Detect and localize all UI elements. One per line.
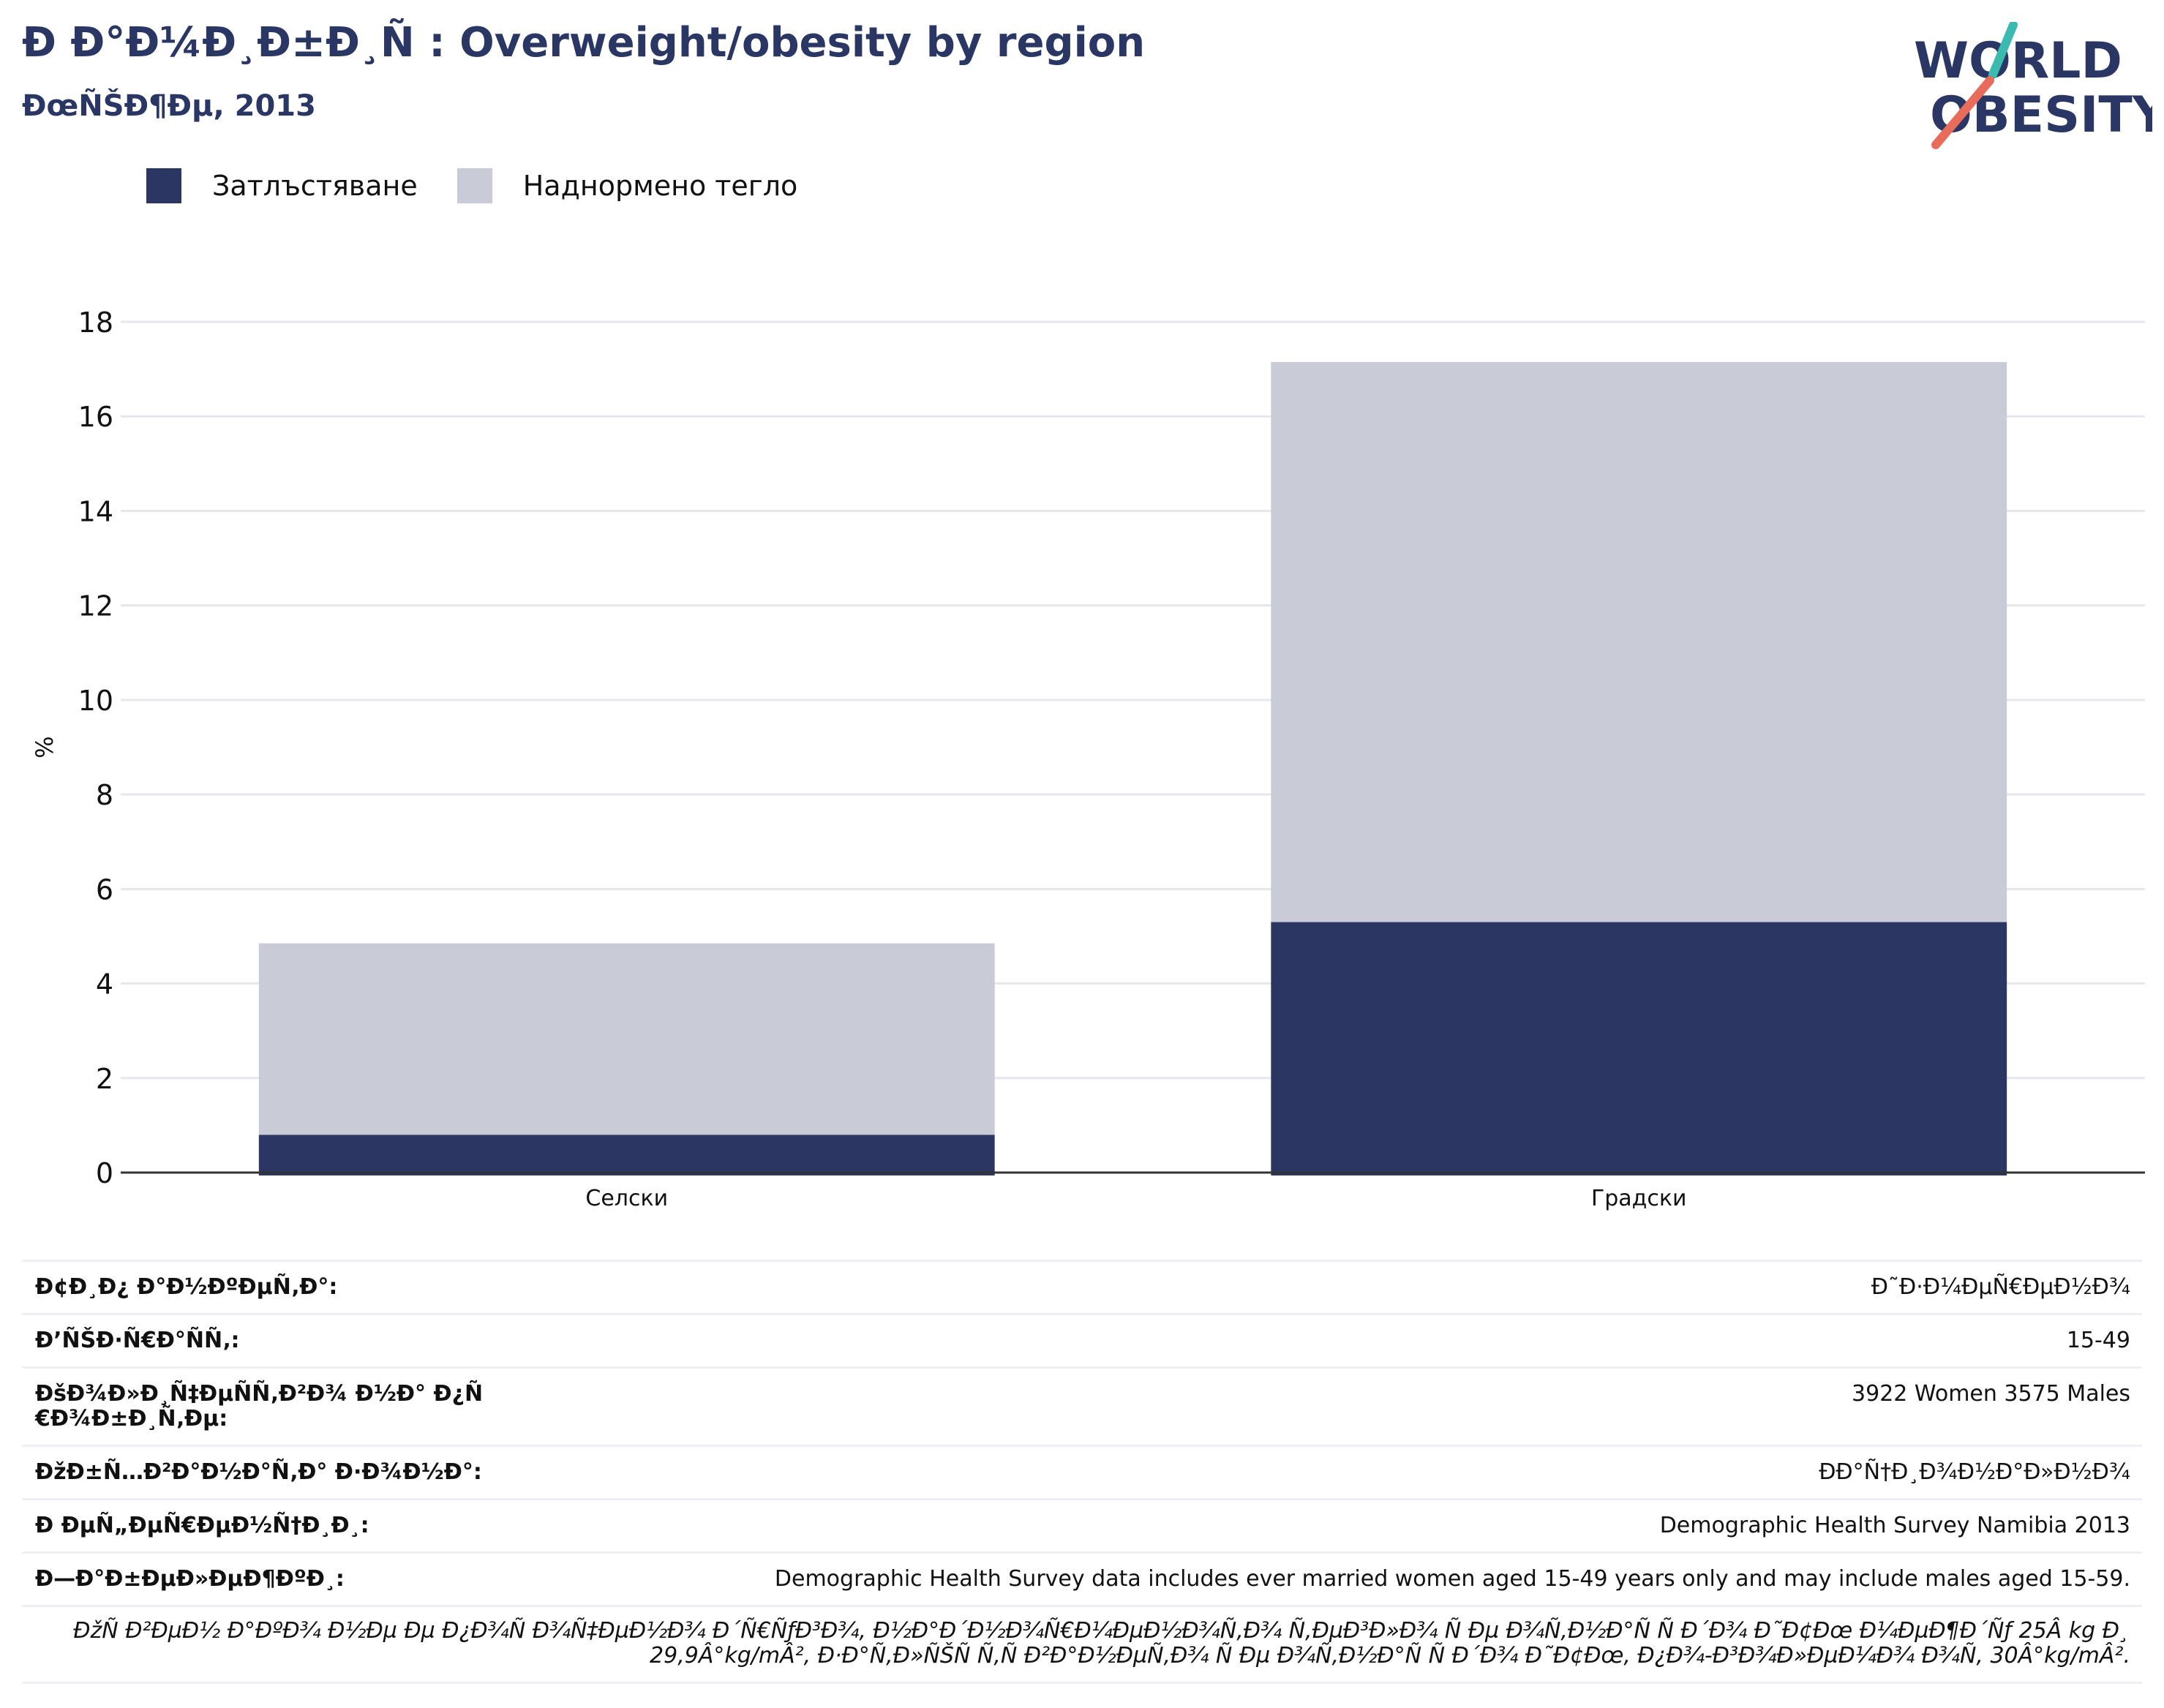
y-tick-label: 14	[78, 495, 113, 527]
meta-label: Ð¢Ð¸Ð¿ Ð°Ð½ÐºÐµÑ‚Ð°:	[35, 1274, 338, 1300]
legend-item-overweight[interactable]: Наднормено тегло	[457, 168, 798, 203]
legend-label-obesity: Затлъстяване	[212, 170, 418, 202]
meta-row-notes: Ð—Ð°Ð±ÐµÐ»ÐµÐ¶ÐºÐ¸: Demographic Health S…	[22, 1554, 2142, 1607]
meta-label: Ð—Ð°Ð±ÐµÐ»ÐµÐ¶ÐºÐ¸:	[35, 1566, 345, 1592]
y-tick-label: 12	[78, 590, 113, 622]
meta-row-age: Ð’ÑŠÐ·Ñ€Ð°ÑÑ‚: 15-49	[22, 1315, 2142, 1369]
legend-label-overweight: Наднормено тегло	[522, 170, 798, 202]
y-tick-label: 8	[96, 779, 113, 811]
chart-subtitle: ÐœÑŠÐ¶Ðµ, 2013	[22, 89, 316, 123]
survey-details-table: Ð¢Ð¸Ð¿ Ð°Ð½ÐºÐµÑ‚Ð°: Ð˜Ð·Ð¼ÐµÑ€ÐµÐ½Ð¾ Ð’…	[22, 1260, 2142, 1684]
y-tick-label: 2	[96, 1063, 113, 1095]
legend-swatch-overweight	[457, 168, 492, 203]
meta-value: 15-49	[2066, 1328, 2130, 1353]
legend-swatch-obesity	[146, 168, 181, 203]
y-tick-label: 10	[78, 685, 113, 717]
meta-row-sample-size: ÐšÐ¾Ð»Ð¸Ñ‡ÐµÑÑ‚Ð²Ð¾ Ð½Ð° Ð¿Ñ€Ð¾Ð±Ð¸Ñ‚Ðµ:…	[22, 1369, 2142, 1447]
x-tick-label: Градски	[1591, 1186, 1687, 1211]
meta-row-references: Ð ÐµÑ„ÐµÑ€ÐµÐ½Ñ†Ð¸Ð¸: Demographic Health…	[22, 1500, 2142, 1554]
chart-title: Ð Ð°Ð¼Ð¸Ð±Ð¸Ñ : Overweight/obesity by re…	[22, 19, 1146, 67]
meta-label: Ð ÐµÑ„ÐµÑ€ÐµÐ½Ñ†Ð¸Ð¸:	[35, 1513, 369, 1538]
meta-row-coverage-area: ÐžÐ±Ñ…Ð²Ð°Ð½Ð°Ñ‚Ð° Ð·Ð¾Ð½Ð°: ÐÐ°Ñ†Ð¸Ð¾Ð½…	[22, 1447, 2142, 1500]
logo-slash-coral	[1931, 76, 1994, 149]
legend-item-obesity[interactable]: Затлъстяване	[146, 168, 418, 203]
meta-value: Ð˜Ð·Ð¼ÐµÑ€ÐµÐ½Ð¾	[1871, 1274, 2130, 1300]
meta-value: 3922 Women 3575 Males	[1852, 1381, 2130, 1407]
logo-slash-teal	[1988, 22, 2018, 79]
y-tick-label: 16	[78, 401, 113, 433]
meta-value: ÐÐ°Ñ†Ð¸Ð¾Ð½Ð°Ð»Ð½Ð¾	[1819, 1459, 2130, 1485]
meta-label: ÐžÐ±Ñ…Ð²Ð°Ð½Ð°Ñ‚Ð° Ð·Ð¾Ð½Ð°:	[35, 1459, 482, 1485]
logo-text-obesity: OBESITY	[1930, 86, 2152, 144]
meta-label: ÐšÐ¾Ð»Ð¸Ñ‡ÐµÑÑ‚Ð²Ð¾ Ð½Ð° Ð¿Ñ€Ð¾Ð±Ð¸Ñ‚Ðµ:	[35, 1381, 484, 1432]
y-tick-label: 18	[78, 306, 113, 339]
y-tick-label: 0	[96, 1157, 113, 1189]
bar-obesity	[258, 1135, 995, 1175]
y-axis-label: %	[31, 736, 59, 758]
logo-text-world: WORLD	[1914, 32, 2122, 90]
legend: Затлъстяване Наднормено тегло	[146, 168, 837, 203]
meta-label: Ð’ÑŠÐ·Ñ€Ð°ÑÑ‚:	[35, 1328, 240, 1353]
bar-overweight	[1271, 361, 2007, 922]
definition-footnote: ÐžÑ Ð²ÐµÐ½ Ð°ÐºÐ¾ Ð½Ðµ Ðµ Ð¿Ð¾Ñ Ð¾Ñ‡ÐµÐ½…	[22, 1607, 2142, 1684]
meta-row-survey-type: Ð¢Ð¸Ð¿ Ð°Ð½ÐºÐµÑ‚Ð°: Ð˜Ð·Ð¼ÐµÑ€ÐµÐ½Ð¾	[22, 1262, 2142, 1315]
bar-obesity	[1271, 922, 2007, 1175]
meta-value: Demographic Health Survey Namibia 2013	[1659, 1513, 2130, 1538]
meta-value: Demographic Health Survey data includes …	[774, 1566, 2130, 1592]
x-tick-label: Селски	[585, 1186, 668, 1211]
world-obesity-logo: WORLD OBESITY	[1914, 22, 2152, 149]
y-tick-label: 6	[96, 873, 113, 906]
y-tick-label: 4	[96, 968, 113, 1001]
bar-overweight	[258, 943, 995, 1135]
bar-chart: 0 2 4 6 8 10 12 14 16 18% Селски Градски	[31, 306, 2145, 1211]
